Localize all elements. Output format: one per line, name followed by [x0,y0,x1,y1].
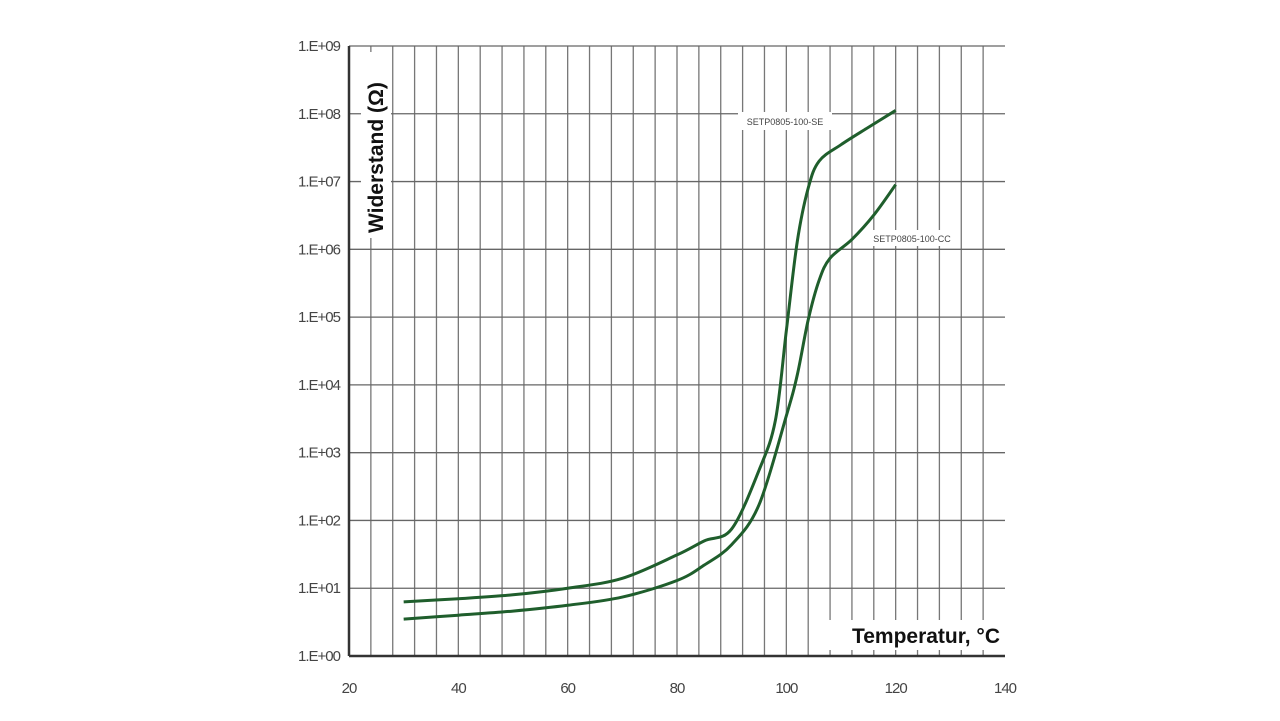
x-tick-label: 20 [342,680,357,697]
y-tick-labels: 1.E+00 1.E+01 1.E+02 1.E+03 1.E+04 1.E+05 1.E+… [298,38,342,665]
series-line-cc [403,183,897,621]
y-tick-label: 1.E+02 [298,512,341,529]
y-tick-label: 1.E+05 [298,309,341,326]
y-tick-label: 1.E+08 [298,106,341,123]
x-tick-label: 80 [670,680,685,697]
y-tick-label: 1.E+03 [298,445,341,462]
y-tick-label: 1.E+06 [298,241,341,258]
y-axis-title-bg [361,52,391,238]
series-label-se: SETP0805-100-SE [747,117,824,127]
x-tick-label: 60 [560,680,575,697]
y-tick-label: 1.E+01 [298,580,341,597]
y-tick-label: 1.E+09 [298,38,341,55]
y-tick-label: 1.E+04 [298,377,341,394]
grid [347,45,1005,658]
series-line-se [403,109,897,604]
series-label-cc: SETP0805-100-CC [873,234,951,244]
x-tick-label: 100 [775,680,798,697]
x-axis-title: Temperatur, °C [852,625,1000,648]
x-tick-label: 140 [994,680,1017,697]
y-tick-label: 1.E+07 [298,174,341,191]
y-tick-label: 1.E+00 [298,648,341,665]
x-axis-title-bg [822,620,1002,650]
x-tick-label: 40 [451,680,466,697]
series-label-bg [738,112,832,130]
series-label-bg [868,230,958,246]
series-lines [403,109,897,621]
x-tick-labels: 20 40 60 80 100 120 140 [342,680,1018,697]
y-axis-title: Widerstand (Ω) [365,82,388,233]
x-tick-label: 120 [885,680,908,697]
